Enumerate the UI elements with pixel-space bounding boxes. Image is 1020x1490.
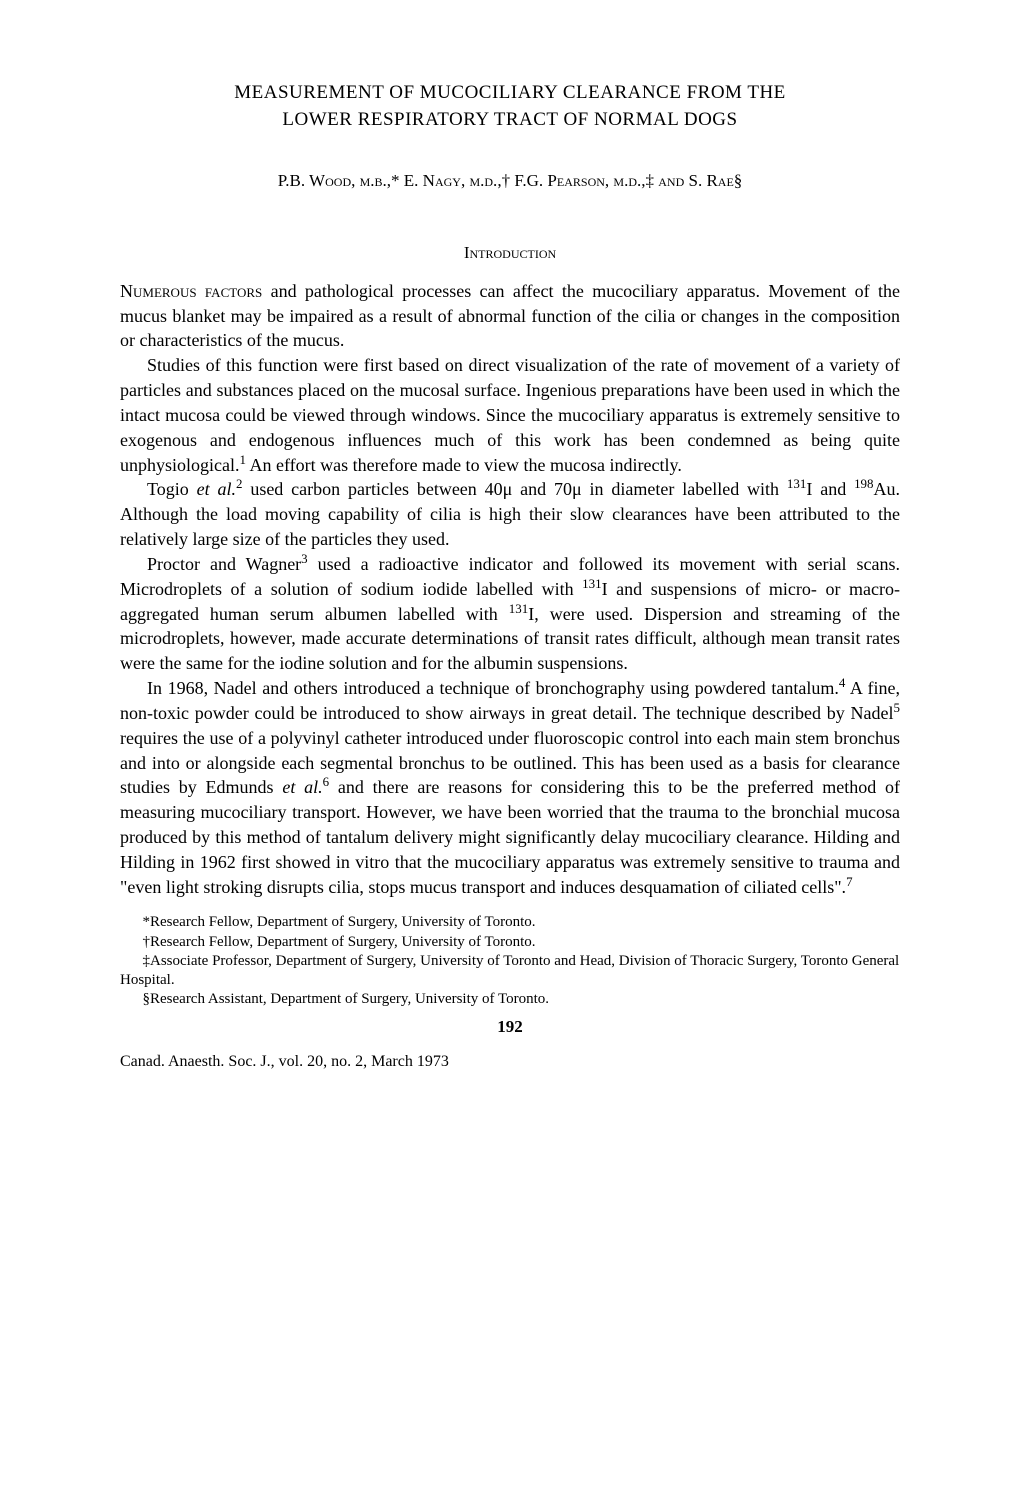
title-line-2: LOWER RESPIRATORY TRACT OF NORMAL DOGS [282,109,737,130]
footnote-4: §Research Assistant, Department of Surge… [120,990,900,1009]
page-number: 192 [120,1015,900,1039]
body-text: Numerous factors and pathological proces… [120,279,900,900]
paragraph-5: In 1968, Nadel and others introduced a t… [120,676,900,899]
footnotes: *Research Fellow, Department of Surgery,… [120,913,900,1009]
journal-citation: Canad. Anaesth. Soc. J., vol. 20, no. 2,… [120,1051,900,1073]
paragraph-2: Studies of this function were first base… [120,353,900,477]
title-line-1: MEASUREMENT OF MUCOCILIARY CLEARANCE FRO… [234,82,786,103]
paragraph-1: Numerous factors and pathological proces… [120,279,900,353]
footnote-3: ‡Associate Professor, Department of Surg… [120,952,900,990]
section-heading-introduction: Introduction [120,241,900,265]
footnote-1: *Research Fellow, Department of Surgery,… [120,913,900,932]
article-title: MEASUREMENT OF MUCOCILIARY CLEARANCE FRO… [120,80,900,133]
paragraph-3: Togio et al.2 used carbon particles betw… [120,477,900,551]
paragraph-4: Proctor and Wagner3 used a radioactive i… [120,552,900,676]
authors-line: P.B. Wood, m.b.,* E. Nagy, m.d.,† F.G. P… [120,169,900,193]
footnote-2: †Research Fellow, Department of Surgery,… [120,933,900,952]
